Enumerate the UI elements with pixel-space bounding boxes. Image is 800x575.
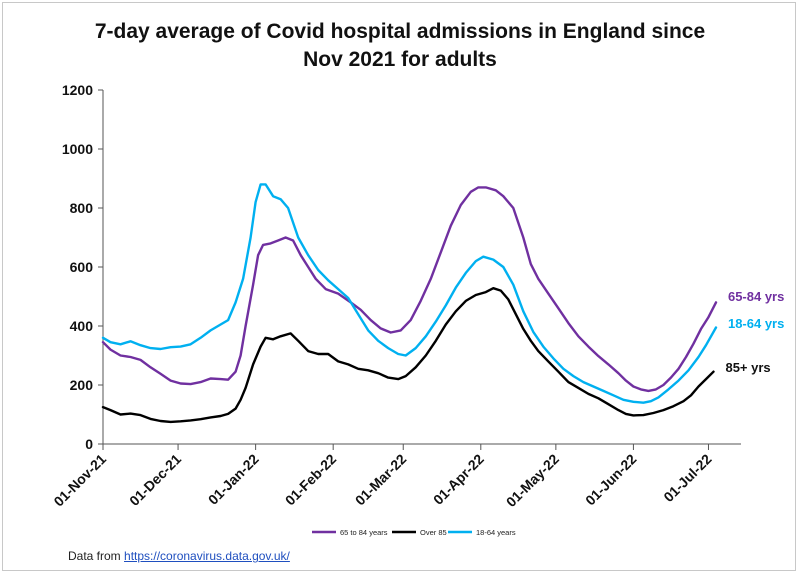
x-tick-label: 01-May-22 [503, 451, 562, 510]
series-end-label: 18-64 yrs [728, 316, 784, 331]
chart-title-line-1: 7-day average of Covid hospital admissio… [94, 20, 706, 43]
x-tick-label: 01-Jun-22 [582, 451, 640, 509]
y-tick-label: 800 [70, 200, 94, 216]
y-tick-label: 600 [70, 259, 94, 275]
series-end-label: 85+ yrs [725, 360, 770, 375]
footer-prefix: Data from [68, 549, 125, 563]
data-source-link[interactable]: https://coronavirus.data.gov.uk/ [124, 549, 290, 563]
x-tick-label: 01-Feb-22 [282, 451, 340, 509]
series-line [101, 183, 718, 404]
x-tick-label: 01-Mar-22 [352, 451, 410, 509]
legend-label: 18-64 years [476, 528, 516, 537]
y-tick-label: 1200 [62, 82, 93, 98]
y-tick-label: 200 [70, 377, 94, 393]
y-tick-label: 0 [85, 436, 93, 452]
series-line [101, 186, 718, 393]
chart-title: 7-day average of Covid hospital admissio… [0, 18, 800, 74]
x-tick-label: 01-Apr-22 [430, 451, 487, 508]
x-tick-label: 01-Jan-22 [205, 451, 262, 508]
chart-title-line-2: Nov 2021 for adults [303, 48, 497, 71]
y-tick-label: 400 [70, 318, 94, 334]
x-tick-label: 01-Nov-21 [50, 451, 109, 510]
y-tick-label: 1000 [62, 141, 93, 157]
x-tick-label: 01-Jul-22 [660, 451, 714, 505]
legend-label: 65 to 84 years [340, 528, 388, 537]
x-tick-label: 01-Dec-21 [126, 451, 184, 509]
series-end-label: 65-84 yrs [728, 289, 784, 304]
data-source-footer: Data from https://coronavirus.data.gov.u… [68, 549, 290, 563]
legend-label: Over 85 [420, 528, 447, 537]
series-line [101, 287, 715, 424]
